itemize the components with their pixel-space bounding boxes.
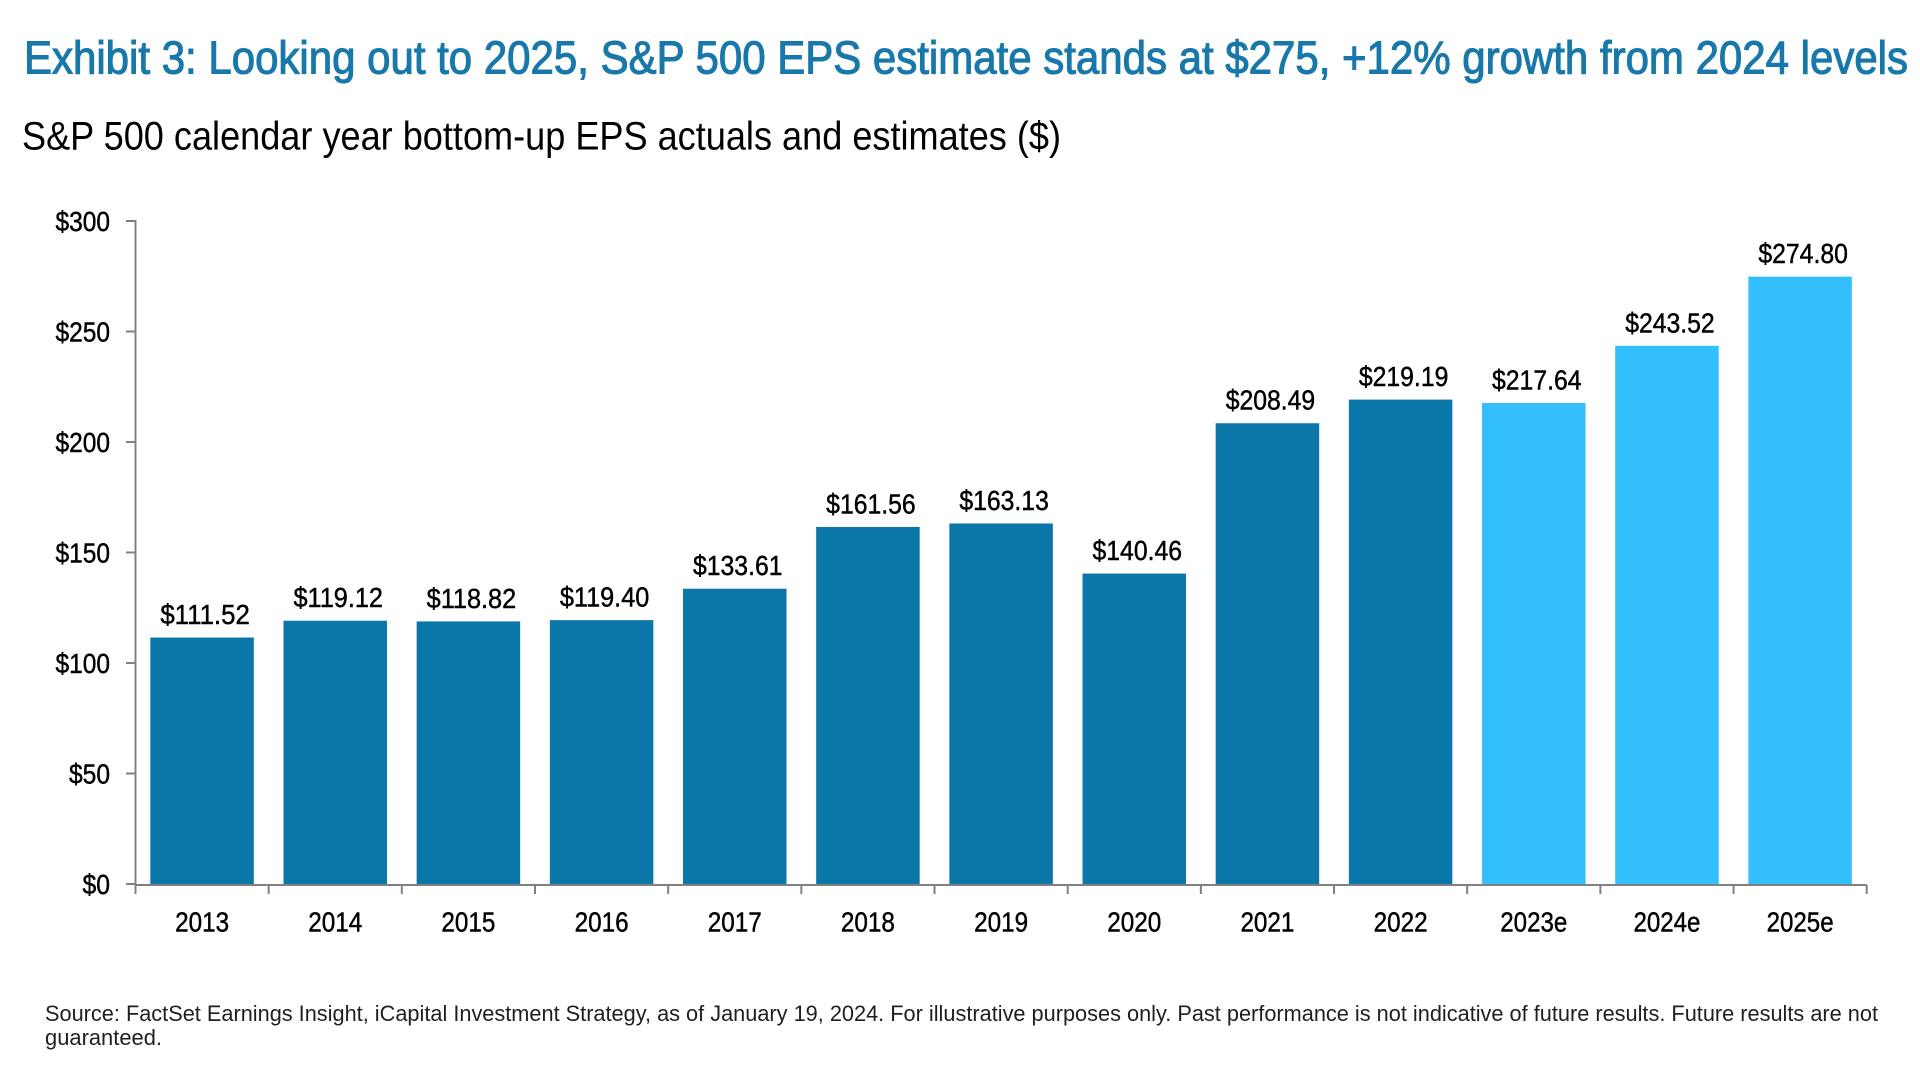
svg-text:$111.52: $111.52 <box>160 599 250 630</box>
svg-text:$250: $250 <box>56 317 111 348</box>
svg-text:$163.13: $163.13 <box>959 485 1049 516</box>
svg-text:$300: $300 <box>56 206 111 237</box>
svg-text:$0: $0 <box>83 869 111 900</box>
svg-text:2018: 2018 <box>841 906 895 937</box>
svg-text:Exhibit 3: Looking out to 2025: Exhibit 3: Looking out to 2025, S&P 500 … <box>24 32 1908 84</box>
svg-text:2024e: 2024e <box>1633 906 1700 937</box>
svg-text:$119.12: $119.12 <box>294 582 384 613</box>
svg-text:Source: FactSet Earnings Insig: Source: FactSet Earnings Insight, iCapit… <box>45 1001 1878 1026</box>
svg-text:guaranteed.: guaranteed. <box>45 1025 162 1050</box>
svg-text:$150: $150 <box>56 538 111 569</box>
svg-text:2019: 2019 <box>974 906 1028 937</box>
svg-text:$119.40: $119.40 <box>560 582 650 613</box>
svg-text:2021: 2021 <box>1240 906 1294 937</box>
svg-text:$217.64: $217.64 <box>1492 365 1582 396</box>
svg-text:2016: 2016 <box>575 906 629 937</box>
svg-text:2020: 2020 <box>1107 906 1161 937</box>
svg-text:$274.80: $274.80 <box>1758 238 1848 269</box>
svg-text:$219.19: $219.19 <box>1359 361 1449 392</box>
svg-text:2014: 2014 <box>308 906 362 937</box>
svg-text:$50: $50 <box>69 759 110 790</box>
svg-text:2013: 2013 <box>175 906 229 937</box>
svg-text:$140.46: $140.46 <box>1093 535 1183 566</box>
svg-text:$161.56: $161.56 <box>826 488 916 519</box>
svg-text:$200: $200 <box>56 427 111 458</box>
svg-text:2015: 2015 <box>441 906 495 937</box>
svg-text:2025e: 2025e <box>1767 906 1834 937</box>
svg-text:$243.52: $243.52 <box>1625 307 1715 338</box>
svg-text:$118.82: $118.82 <box>427 583 517 614</box>
svg-text:2022: 2022 <box>1374 906 1428 937</box>
svg-text:2023e: 2023e <box>1500 906 1567 937</box>
svg-text:S&P 500 calendar year bottom-u: S&P 500 calendar year bottom-up EPS actu… <box>22 115 1061 159</box>
svg-text:$133.61: $133.61 <box>693 550 783 581</box>
svg-text:$100: $100 <box>56 648 111 679</box>
svg-text:$208.49: $208.49 <box>1226 385 1316 416</box>
svg-text:2017: 2017 <box>708 906 762 937</box>
